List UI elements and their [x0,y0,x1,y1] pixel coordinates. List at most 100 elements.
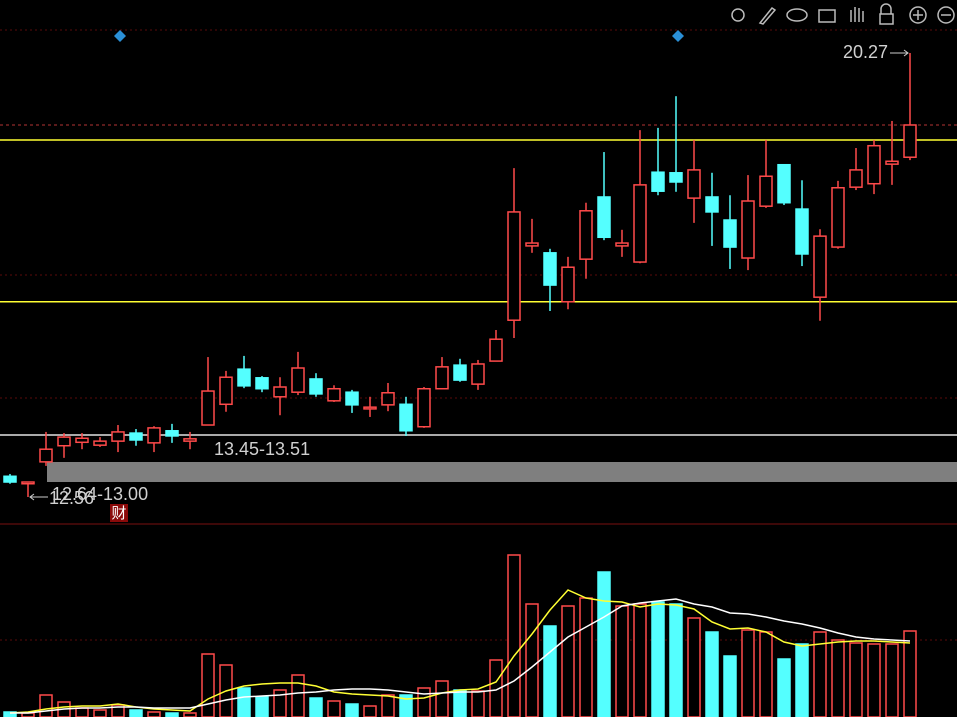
volume-bar [255,696,269,717]
candle-body [507,211,521,321]
volume-bar [75,707,89,717]
volume-bar [525,603,539,717]
volume-bar [903,630,917,717]
volume-bar [831,639,845,717]
volume-bar [201,653,215,717]
volume-average-line [9,589,911,714]
candle-body [903,124,917,158]
candle-body [795,208,809,255]
volume-bar [777,658,791,717]
volume-bar [543,625,557,717]
volume-bar [741,629,755,717]
high-label: 20.27 [843,42,888,62]
candle-body [813,235,827,298]
candle-body [93,440,107,446]
view-icon[interactable] [786,8,808,22]
volume-bar [291,674,305,717]
volume-bar [489,659,503,717]
volume-bar [165,712,179,717]
zoom-in-icon[interactable] [909,6,927,24]
candle-body [345,391,359,406]
candle-body [543,252,557,286]
volume-bar [885,643,899,717]
candle-body [255,377,269,390]
zone-band [47,462,957,482]
volume-bar [111,704,125,717]
candle-body [867,144,881,185]
hand-icon[interactable] [850,7,864,22]
volume-bar [183,712,197,717]
candle-body [759,175,773,207]
volume-bar [795,643,809,717]
candle-body [525,242,539,247]
candle-body [705,196,719,213]
volume-bar [579,597,593,717]
candle-body [651,171,665,192]
candle-body [633,184,647,263]
candle-body [57,436,71,447]
high-arrow [890,49,909,57]
low-label: 12.56 [49,488,94,508]
candle-body [831,187,845,248]
candle-body [471,363,485,385]
volume-bar [273,689,287,717]
candle-body [687,169,701,199]
volume-bar [93,709,107,717]
volume-bar [651,601,665,717]
event-marker [672,30,684,42]
candle-body [3,475,17,483]
volume-bar [327,700,341,717]
zoom-out-icon[interactable] [937,6,955,24]
volume-bar [345,703,359,717]
event-marker [114,30,126,42]
candle-body [75,437,89,444]
candle-body [237,368,251,387]
volume-bar [417,687,431,717]
finance-badge-text: 财 [111,505,126,522]
toolbox-icon[interactable] [818,9,836,23]
volume-bar [471,690,485,717]
volume-bar [633,603,647,717]
volume-average-line [10,598,911,714]
volume-bar [669,603,683,717]
low-arrow [29,493,48,501]
candle-body [741,200,755,259]
guides [0,29,957,641]
candle-body [111,431,125,442]
candle-body [777,163,791,204]
candle-body [417,387,431,428]
volume-bar [507,554,521,717]
volume-bar [597,571,611,717]
candle-body [381,392,395,406]
zone-label: 13.45-13.51 [214,439,310,459]
candle-body [597,196,611,239]
lock-icon[interactable] [879,3,894,25]
volume-bar [363,705,377,717]
volume-bar [759,631,773,717]
candle-body [363,406,377,410]
candle-body [399,403,413,432]
draw-icon[interactable] [758,6,777,25]
candle-body [273,386,287,398]
volume-bar [309,697,323,717]
volume-bar [867,643,881,717]
candle-body [309,378,323,395]
settings-icon[interactable] [731,8,745,22]
candle-body [21,481,35,485]
volume-bar [39,694,53,717]
volume-bar [813,631,827,717]
volume-bar [3,711,17,717]
volume-bar [705,631,719,717]
volume-bar [399,694,413,717]
volume-bar [453,689,467,717]
volume-bar [147,711,161,717]
volume-bar [723,655,737,717]
candle-body [183,438,197,442]
volume-bar [561,605,575,717]
volume-bar [237,687,251,717]
volume-bar [381,694,395,717]
candle-body [219,376,233,406]
candle-body [291,367,305,393]
